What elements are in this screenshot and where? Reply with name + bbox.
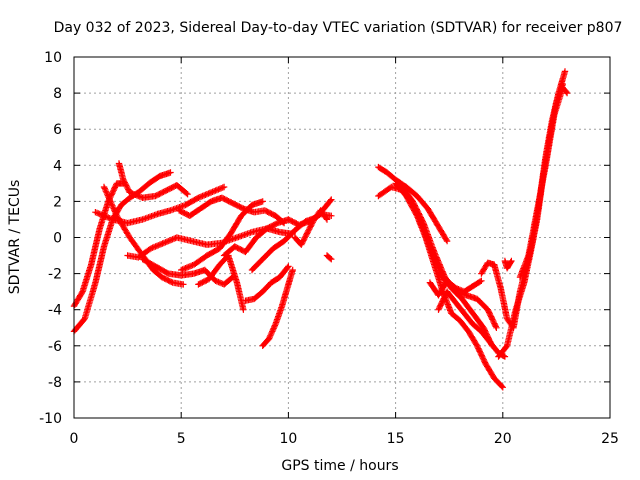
- x-tick-label: 5: [177, 431, 186, 447]
- series-track-20: [398, 183, 500, 331]
- series-markers: [115, 160, 191, 201]
- series-track-12: [242, 263, 292, 304]
- series-markers: [375, 163, 451, 245]
- series-markers: [516, 84, 571, 281]
- y-axis-label: SDTVAR / TECUs: [7, 180, 23, 295]
- series-track-25: [501, 257, 515, 272]
- series-track-17: [375, 163, 451, 245]
- series-track-16: [323, 252, 335, 263]
- series-track-22: [435, 288, 509, 360]
- y-tick-label: 2: [53, 194, 62, 210]
- series-track-26: [516, 84, 571, 281]
- data-series: [70, 68, 571, 391]
- y-tick-label: -2: [48, 267, 62, 283]
- series-track-6: [124, 225, 296, 261]
- series-track-13: [259, 266, 296, 349]
- y-tick-label: 0: [53, 231, 62, 247]
- x-tick-label: 10: [279, 431, 297, 447]
- series-markers: [323, 252, 335, 263]
- series-track-8: [178, 198, 266, 274]
- series-markers: [139, 256, 236, 288]
- x-tick-label: 20: [494, 431, 512, 447]
- series-markers: [426, 277, 485, 299]
- x-tick-label: 25: [601, 431, 619, 447]
- series-track-10: [175, 194, 288, 227]
- series-markers: [392, 180, 506, 391]
- series-track-21: [426, 277, 485, 299]
- series-markers: [398, 183, 500, 331]
- x-tick-label: 15: [387, 431, 405, 447]
- y-tick-label: 6: [53, 122, 62, 138]
- series-track-3: [115, 160, 191, 201]
- y-tick-label: 8: [53, 86, 62, 102]
- series-track-7: [139, 256, 236, 288]
- series-markers: [175, 194, 288, 227]
- x-tick-label: 0: [70, 431, 79, 447]
- series-markers: [178, 198, 266, 274]
- y-tick-label: -8: [48, 375, 62, 391]
- y-tick-label: -10: [39, 411, 62, 427]
- y-tick-label: 4: [53, 158, 62, 174]
- chart-title: Day 032 of 2023, Sidereal Day-to-day VTE…: [54, 20, 623, 36]
- series-markers: [259, 266, 296, 349]
- series-markers: [242, 263, 292, 304]
- series-markers: [124, 225, 296, 261]
- y-tick-label: 10: [44, 50, 62, 66]
- series-track-15: [291, 207, 331, 248]
- axis-ticks: 0 5 10 15 20 25 -10 -8 -6 -4 -2 0 2 4 6 8 10: [39, 50, 619, 447]
- series-track-19: [392, 180, 506, 391]
- series-markers: [92, 183, 228, 227]
- series-track-9: [195, 252, 247, 313]
- y-tick-label: -4: [48, 303, 62, 319]
- series-markers: [435, 288, 509, 360]
- series-markers: [195, 252, 247, 313]
- series-track-5: [92, 183, 228, 227]
- y-tick-label: -6: [48, 339, 62, 355]
- x-axis-label: GPS time / hours: [281, 458, 398, 474]
- series-markers: [291, 207, 331, 248]
- series-markers: [501, 257, 515, 272]
